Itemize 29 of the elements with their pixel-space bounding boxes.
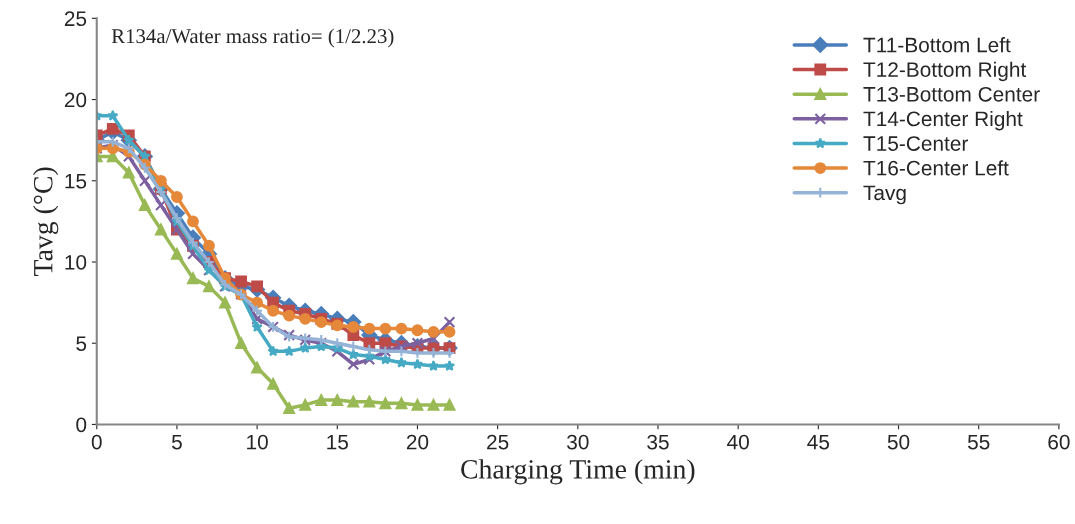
x-tick-label: 30	[567, 434, 589, 450]
y-tick-label: 20	[64, 92, 87, 108]
legend-label: T15-Center	[863, 136, 968, 151]
x-tick-label: 25	[487, 434, 509, 450]
x-tick-label: 55	[967, 434, 990, 450]
y-axis-title: Tavg (°C)	[33, 167, 59, 276]
y-tick-label: 25	[64, 11, 87, 27]
x-tick-label: 10	[247, 434, 268, 450]
legend-label: Tavg	[863, 185, 906, 205]
legend-label: T12-Bottom Right	[863, 61, 1027, 82]
legend-label: T14-Center Right	[863, 110, 1023, 131]
x-tick-label: 50	[887, 434, 910, 450]
x-tick-label: 20	[406, 434, 429, 450]
x-tick-label: 5	[171, 434, 182, 450]
x-tick-label: 45	[807, 434, 830, 450]
y-tick-label: 5	[76, 336, 87, 351]
x-tick-label: 40	[727, 434, 749, 450]
y-tick-label: 15	[65, 174, 87, 189]
y-tick-label: 10	[65, 255, 87, 270]
x-axis-title: Charging Time (min)	[461, 459, 695, 485]
x-tick-label: 0	[91, 434, 102, 450]
legend-label: T13-Bottom Center	[863, 86, 1040, 102]
legend-label: T16-Center Left	[863, 160, 1009, 176]
x-tick-label: 60	[1048, 434, 1070, 450]
annotation: R134a/Water mass ratio= (1/2.23)	[111, 28, 394, 48]
x-tick-label: 15	[327, 434, 348, 450]
x-tick-label: 35	[647, 434, 669, 450]
y-tick-label: 0	[76, 417, 87, 433]
legend-label: T11-Bottom Left	[863, 37, 1011, 53]
